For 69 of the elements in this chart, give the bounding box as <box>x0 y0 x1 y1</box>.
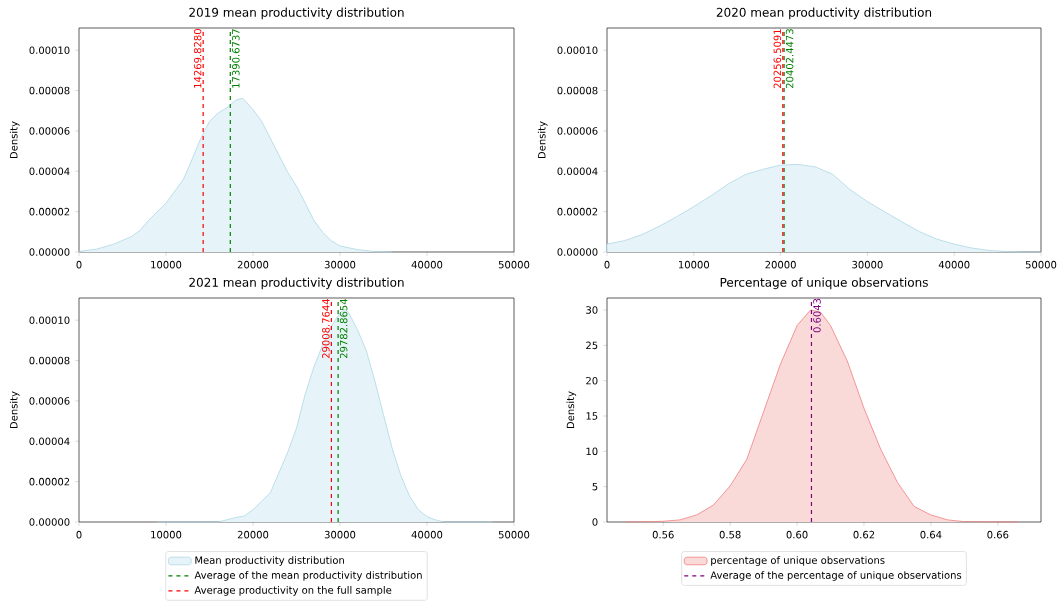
y-tick-label: 30 <box>586 306 598 314</box>
x-tick-label: 0.58 <box>719 530 741 539</box>
chart-title: 2019 mean productivity distribution <box>189 7 404 20</box>
y-tick-label: 0.00010 <box>557 46 598 54</box>
y-tick-label: 0 <box>592 518 598 526</box>
x-tick-label: 20000 <box>237 260 269 269</box>
y-tick-label: 5 <box>592 482 598 491</box>
y-tick-label: 0.00008 <box>29 86 70 95</box>
y-tick-label: 0.00000 <box>557 248 598 256</box>
legend-label: percentage of unique observations <box>711 556 885 566</box>
y-tick-label: 0.00002 <box>557 207 598 216</box>
y-tick-label: 0.00002 <box>29 207 70 216</box>
y-tick-label: 0.00008 <box>29 356 70 365</box>
y-tick-label: 25 <box>586 341 598 350</box>
y-tick-label: 0.00000 <box>29 248 70 256</box>
y-tick-label: 20 <box>586 376 598 385</box>
y-tick-label: 0.00008 <box>557 86 598 95</box>
y-tick-label: 0.00004 <box>29 437 70 446</box>
annotation: 20402.4473 <box>785 29 794 89</box>
x-tick-label: 40000 <box>411 260 443 269</box>
x-tick-label: 0.56 <box>652 530 674 539</box>
x-tick-label: 50000 <box>498 530 530 539</box>
annotation: 29782.8654 <box>339 298 348 359</box>
x-tick-label: 10000 <box>151 260 182 269</box>
x-tick-label: 30000 <box>324 260 356 269</box>
legend-label: Mean productivity distribution <box>195 556 344 566</box>
y-tick-label: 0.00010 <box>29 46 70 54</box>
x-tick-label: 20000 <box>237 530 269 539</box>
x-tick-label: 0.60 <box>786 530 808 539</box>
y-tick-label: 10 <box>586 447 598 456</box>
x-tick-label: 0.66 <box>987 530 1009 539</box>
legend-label: Average productivity on the full sample <box>194 586 392 596</box>
y-tick-label: 0.00006 <box>29 127 70 135</box>
legend-label: Average of the percentage of unique observations <box>710 571 962 581</box>
annotation: 20256.5091 <box>773 29 782 89</box>
x-tick-label: 40000 <box>938 260 970 269</box>
x-tick-label: 10000 <box>151 530 182 539</box>
annotation: 0.6043 <box>813 298 821 333</box>
y-tick-label: 15 <box>586 412 598 420</box>
y-tick-label: 0.00004 <box>557 167 598 176</box>
x-tick-label: 40000 <box>411 530 443 539</box>
chart-title: 2020 mean productivity distribution <box>716 7 932 20</box>
chart-title: Percentage of unique observations <box>720 277 928 290</box>
chart-title: 2021 mean productivity distribution <box>189 277 404 290</box>
y-tick-label: 0.00006 <box>557 127 598 135</box>
x-tick-label: 20000 <box>765 260 796 269</box>
x-tick-label: 30000 <box>852 260 883 269</box>
x-tick-label: 0 <box>76 530 82 539</box>
x-tick-label: 50000 <box>498 260 530 269</box>
y-tick-label: 0.00004 <box>29 167 70 176</box>
x-tick-label: 50000 <box>1025 260 1057 269</box>
y-tick-label: 0.00000 <box>29 518 70 526</box>
y-tick-label: 0.00002 <box>29 477 70 486</box>
annotation: 29008.7644 <box>322 298 330 359</box>
x-tick-label: 0.64 <box>920 530 942 539</box>
y-tick-label: 0.00010 <box>29 316 70 324</box>
x-tick-label: 0 <box>76 260 82 269</box>
y-axis-title: Density <box>537 121 548 159</box>
annotation: 17390.6737 <box>232 29 240 88</box>
y-tick-label: 0.00006 <box>29 397 70 405</box>
x-tick-label: 0 <box>604 260 610 269</box>
annotation: 14269.8280 <box>193 29 202 88</box>
x-tick-label: 10000 <box>679 260 710 269</box>
x-tick-label: 30000 <box>324 530 356 539</box>
y-axis-title: Density <box>566 391 577 429</box>
x-tick-label: 0.62 <box>853 530 875 539</box>
y-axis-title: Density <box>9 391 20 429</box>
y-axis-title: Density <box>9 121 20 159</box>
legend-label: Average of the mean productivity distribution <box>194 571 422 581</box>
